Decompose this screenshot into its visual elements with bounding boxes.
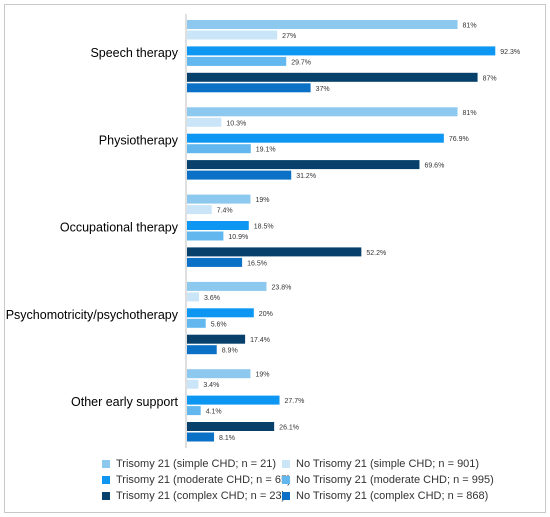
data-label: 69.6% (424, 163, 444, 170)
category-label: Physiotherapy (99, 133, 179, 147)
legend-swatch (102, 460, 110, 468)
legend-label: Trisomy 21 (simple CHD; n = 21) (116, 458, 277, 470)
bar (187, 395, 280, 405)
bar (187, 221, 249, 230)
bar (187, 72, 478, 82)
legend-item: Trisomy 21 (complex CHD; n = 23) (102, 490, 285, 502)
bar (187, 30, 278, 40)
data-label: 3.6% (204, 295, 220, 302)
data-label: 10.3% (226, 120, 246, 127)
data-label: 8.1% (219, 435, 235, 442)
bar (187, 144, 251, 154)
category-label: Psychomotricity/psychotherapy (6, 308, 179, 322)
data-label: 17.4% (250, 337, 270, 344)
data-label: 19.1% (256, 147, 276, 154)
legend-swatch (282, 476, 290, 484)
legend-item: Trisomy 21 (moderate CHD; n = 65) (102, 474, 291, 486)
data-label: 10.9% (228, 234, 248, 241)
legend-label: No Trisomy 21 (complex CHD; n = 868) (296, 490, 489, 502)
data-label: 31.2% (296, 173, 316, 180)
data-label: 26.1% (279, 425, 299, 432)
bar (187, 117, 222, 127)
data-label: 7.4% (217, 208, 233, 215)
bar (187, 308, 254, 318)
data-label: 76.9% (449, 136, 469, 143)
bar (187, 46, 496, 56)
category-label: Other early support (71, 395, 179, 409)
bar (187, 281, 267, 291)
bar (187, 369, 251, 379)
legend-swatch (282, 460, 290, 468)
bar (187, 56, 287, 66)
legend-item: No Trisomy 21 (complex CHD; n = 868) (282, 490, 488, 502)
data-label: 19% (255, 197, 269, 204)
data-label: 4.1% (206, 409, 222, 416)
data-label: 16.5% (247, 260, 267, 267)
legend-item: No Trisomy 21 (simple CHD; n = 901) (282, 458, 479, 470)
bar (187, 406, 201, 416)
legend-label: No Trisomy 21 (moderate CHD; n = 995) (296, 474, 494, 486)
data-label: 87% (483, 75, 497, 82)
bar (187, 231, 224, 241)
data-label: 20% (259, 311, 273, 318)
data-label: 37% (316, 86, 330, 93)
bar (187, 422, 275, 431)
bar (187, 345, 217, 355)
data-label: 23.8% (271, 284, 291, 291)
data-label: 81% (463, 110, 477, 117)
legend-label: No Trisomy 21 (simple CHD; n = 901) (296, 458, 480, 470)
legend-swatch (102, 492, 110, 500)
category-label: Occupational therapy (60, 221, 179, 235)
bar (187, 247, 362, 257)
legend-item: No Trisomy 21 (moderate CHD; n = 995) (282, 474, 494, 486)
legend-swatch (282, 492, 290, 500)
bar (187, 334, 246, 344)
legend-label: Trisomy 21 (complex CHD; n = 23) (116, 490, 286, 502)
data-label: 18.5% (254, 224, 274, 231)
legend-swatch (102, 476, 110, 484)
chart-frame (4, 4, 546, 513)
bar (187, 160, 420, 170)
data-label: 8.9% (222, 348, 238, 355)
bar (187, 292, 200, 302)
data-label: 81% (463, 23, 477, 30)
bar (187, 432, 215, 442)
bar (187, 107, 458, 117)
data-label: 92.3% (500, 49, 520, 56)
legend-label: Trisomy 21 (moderate CHD; n = 65) (116, 474, 291, 486)
data-label: 52.2% (366, 250, 386, 257)
bar (187, 257, 243, 267)
legend-item: Trisomy 21 (simple CHD; n = 21) (102, 458, 276, 470)
bar (187, 318, 206, 328)
data-label: 3.4% (203, 382, 219, 389)
data-label: 27% (282, 33, 296, 40)
data-label: 5.6% (211, 321, 227, 328)
bar (187, 83, 311, 93)
bar (187, 20, 458, 29)
data-label: 19% (255, 372, 269, 379)
bar (187, 170, 292, 180)
bar (187, 205, 212, 215)
data-label: 29.7% (291, 59, 311, 66)
bar (187, 379, 199, 389)
data-label: 27.7% (285, 398, 305, 405)
category-label: Speech therapy (90, 46, 178, 60)
bar (187, 194, 251, 204)
bar (187, 133, 444, 143)
